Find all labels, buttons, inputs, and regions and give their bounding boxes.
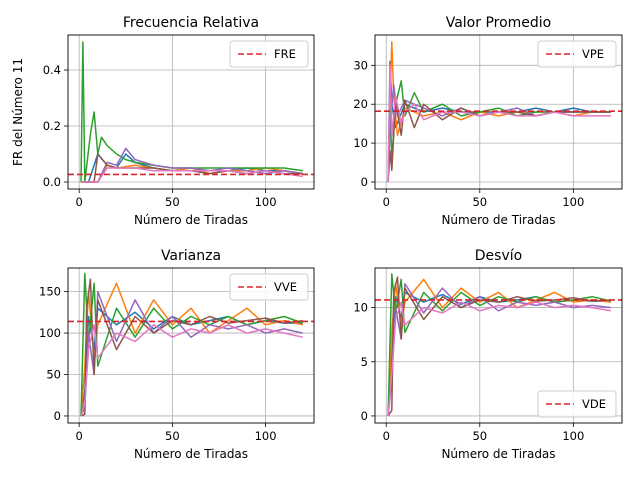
x-tick-label-2: 100 (255, 429, 277, 443)
series-line-6 (80, 324, 303, 417)
legend: VDE (537, 390, 617, 418)
series-line-4 (387, 84, 611, 183)
x-tick-label-1: 50 (472, 195, 487, 209)
series-line-4 (387, 282, 611, 417)
subplot-4: 0 50 100 0 5 10 Desvío Número de Tiradas VDE (353, 248, 623, 461)
x-axis-label: Número de Tiradas (441, 213, 555, 227)
axes-frame (67, 34, 315, 190)
legend: VPE (537, 40, 617, 68)
subplot-title: Frecuencia Relativa (123, 15, 259, 31)
x-axis-label: Número de Tiradas (134, 213, 248, 227)
series-line-6 (81, 167, 303, 183)
x-tick-label-0: 0 (76, 195, 83, 209)
legend: FRE (229, 40, 309, 68)
x-tick-label-0: 0 (76, 429, 83, 443)
y-tick-label-2: 10 (353, 301, 368, 315)
y-tick-label-1: 0.2 (43, 119, 61, 133)
legend-label: VPE (582, 47, 604, 61)
series-line-6 (387, 301, 611, 417)
y-tick-label-2: 0.4 (43, 63, 61, 77)
legend-box (229, 273, 309, 301)
series-line-5 (80, 278, 303, 417)
y-tick-label-2: 100 (39, 326, 61, 340)
legend-label: VDE (582, 397, 606, 411)
y-axis-label: FR del Número 11 (11, 58, 25, 166)
y-tick-label-1: 10 (353, 136, 368, 150)
y-tick-label-0: 0 (361, 409, 368, 423)
y-tick-label-1: 5 (361, 355, 368, 369)
subplot-title: Desvío (475, 248, 522, 264)
y-tick-label-2: 20 (353, 97, 368, 111)
legend-box (537, 40, 617, 68)
x-tick-label-2: 100 (255, 195, 277, 209)
series-line-3 (80, 41, 303, 183)
x-tick-label-2: 100 (562, 429, 584, 443)
x-axis-label: Número de Tiradas (441, 447, 555, 461)
x-tick-label-0: 0 (383, 429, 390, 443)
series-line-4 (81, 147, 303, 183)
subplot-title: Varianza (161, 248, 221, 264)
series-line-4 (80, 290, 303, 417)
series-line-2 (80, 282, 303, 417)
legend: VVE (229, 273, 309, 301)
legend-box (229, 40, 309, 68)
legend-label: FRE (274, 47, 296, 61)
subplot-title: Valor Promedio (446, 15, 552, 31)
y-tick-label-0: 0 (361, 175, 368, 189)
y-tick-label-0: 0.0 (43, 175, 61, 189)
y-tick-label-3: 30 (353, 58, 368, 72)
y-tick-label-3: 150 (39, 285, 61, 299)
axes-frame (374, 34, 623, 190)
y-tick-label-0: 0 (54, 409, 61, 423)
axes-frame (374, 267, 623, 424)
legend-box (537, 390, 617, 418)
x-tick-label-0: 0 (383, 195, 390, 209)
x-tick-label-2: 100 (562, 195, 584, 209)
subplot-3: 0 50 100 0 50 100 150 Varianza Número de Tiradas… (39, 248, 315, 461)
x-axis-label: Número de Tiradas (134, 447, 248, 461)
x-tick-label-1: 50 (165, 195, 180, 209)
x-tick-label-1: 50 (165, 429, 180, 443)
series-line-6 (387, 64, 611, 183)
y-tick-label-1: 50 (46, 368, 61, 382)
axes-frame (67, 267, 315, 424)
series-line-1 (387, 60, 611, 183)
subplot-1: 0 50 100 0.0 0.2 0.4 Frecuencia Relativa Número… (11, 15, 315, 227)
series-line-3 (387, 80, 611, 183)
legend-label: VVE (274, 280, 297, 294)
x-tick-label-1: 50 (472, 429, 487, 443)
subplot-2: 0 50 100 0 10 20 30 Valor Promedio Número de Tir… (353, 15, 623, 227)
